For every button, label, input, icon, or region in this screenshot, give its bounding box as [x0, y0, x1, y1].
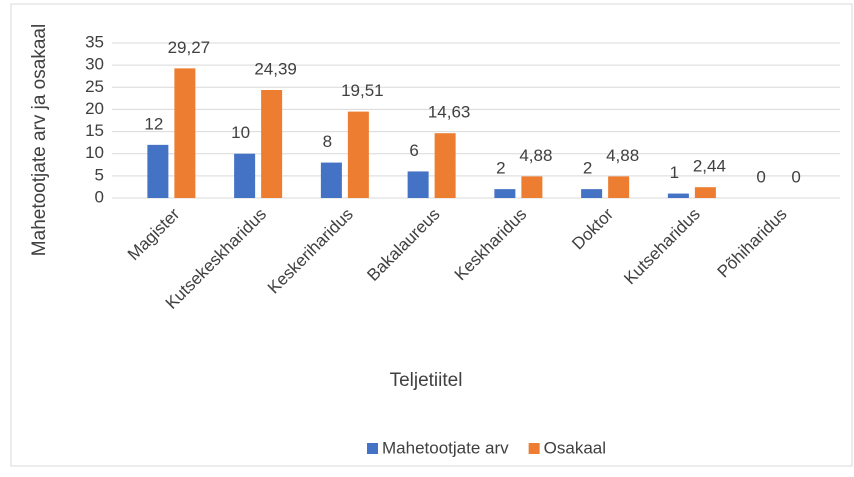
- chart-border: [10, 3, 853, 467]
- data-label: 4,88: [519, 146, 552, 165]
- bar: [434, 133, 456, 198]
- x-tick-label: Keskeriharidus: [264, 205, 357, 298]
- x-tick-label: Doktor: [568, 204, 617, 253]
- x-tick-label: Bakalaureus: [363, 205, 443, 285]
- x-tick-label: Keskharidus: [451, 205, 531, 285]
- legend-swatch: [367, 443, 378, 454]
- y-tick-label: 20: [85, 99, 104, 118]
- data-label: 12: [144, 114, 163, 133]
- y-tick-label: 10: [85, 143, 104, 162]
- bar: [147, 144, 169, 198]
- legend-label: Osakaal: [544, 438, 606, 457]
- legend-swatch: [528, 443, 540, 454]
- data-label: 8: [323, 132, 332, 151]
- bar: [521, 176, 543, 198]
- legend-label: Mahetootjate arv: [382, 438, 509, 457]
- bar: [234, 153, 256, 198]
- data-label: 2: [583, 159, 592, 178]
- bar: [494, 189, 516, 198]
- data-label: 2,44: [693, 157, 726, 176]
- bar: [174, 68, 196, 198]
- bar: [320, 162, 342, 198]
- y-tick-label: 15: [85, 121, 104, 140]
- data-label: 2: [496, 159, 505, 178]
- data-label: 24,39: [254, 59, 297, 78]
- y-tick-label: 30: [85, 55, 104, 74]
- data-label: 29,27: [168, 38, 211, 57]
- y-tick-label: 35: [85, 32, 104, 51]
- y-tick-label: 5: [95, 165, 104, 184]
- bar: [407, 171, 429, 198]
- data-label: 0: [791, 167, 800, 186]
- data-label: 10: [231, 123, 250, 142]
- x-tick-label: Põhiharidus: [714, 205, 791, 282]
- data-label: 19,51: [341, 81, 384, 100]
- x-tick-label: Magister: [124, 204, 184, 264]
- x-tick-label: Kutseharidus: [620, 205, 704, 289]
- y-tick-label: 0: [95, 187, 104, 206]
- data-label: 0: [756, 167, 765, 186]
- x-axis-title: Teljetiitel: [390, 370, 463, 391]
- y-axis-title: Mahetootjate arv ja osakaal: [29, 24, 50, 256]
- data-label: 14,63: [428, 103, 471, 122]
- data-label: 4,88: [606, 146, 639, 165]
- bar: [608, 176, 630, 198]
- y-tick-label: 25: [85, 77, 104, 96]
- data-label: 1: [670, 163, 679, 182]
- bar: [667, 193, 689, 198]
- bar: [581, 189, 603, 198]
- bar: [347, 111, 369, 198]
- data-label: 6: [409, 141, 418, 160]
- bar: [261, 89, 283, 198]
- bar: [694, 187, 716, 198]
